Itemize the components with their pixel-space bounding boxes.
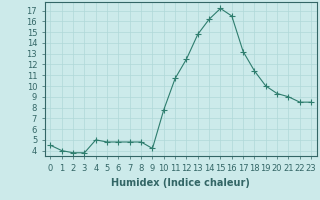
X-axis label: Humidex (Indice chaleur): Humidex (Indice chaleur): [111, 178, 250, 188]
